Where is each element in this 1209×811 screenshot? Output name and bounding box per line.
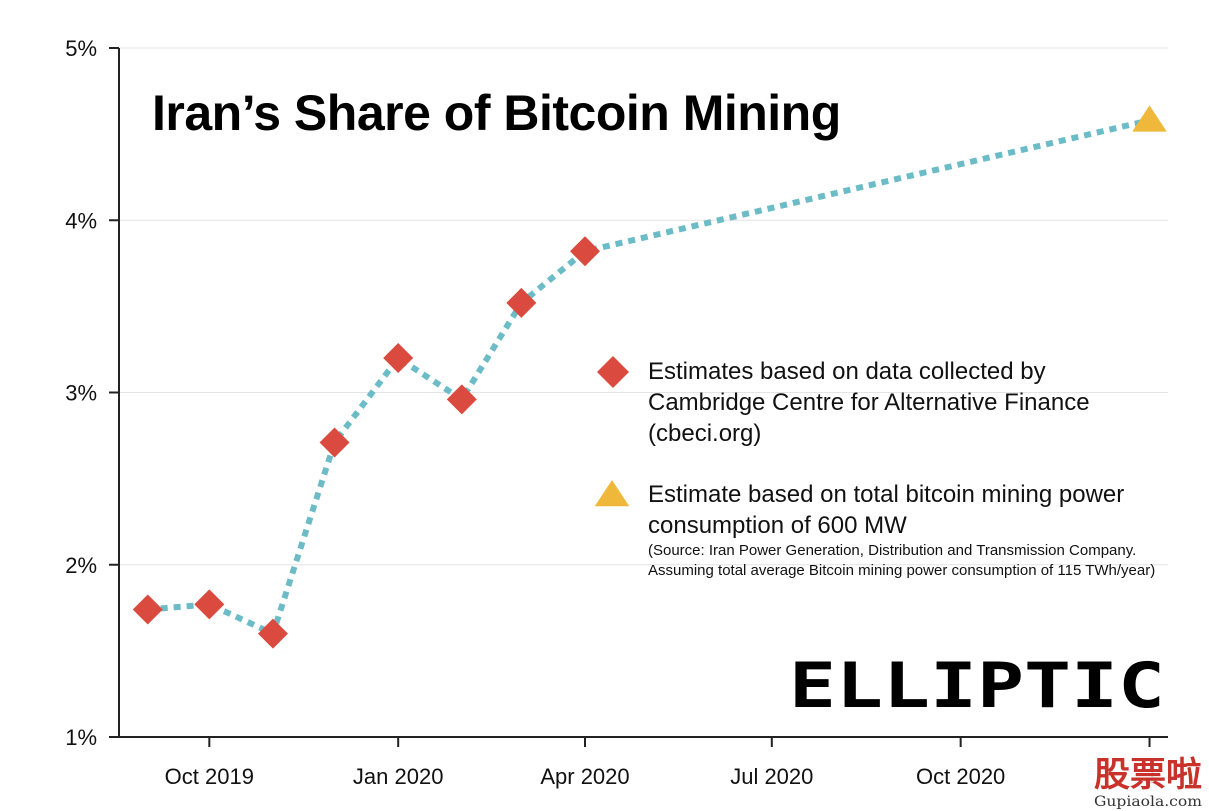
gupiaola-watermark: 股票啦 Gupiaola.com bbox=[1086, 748, 1209, 811]
x-tick-label: Apr 2020 bbox=[540, 764, 629, 789]
x-tick-label: Oct 2020 bbox=[916, 764, 1005, 789]
y-tick-label: 3% bbox=[65, 381, 97, 406]
data-point-diamond bbox=[194, 589, 225, 620]
legend-source-note: (Source: Iran Power Generation, Distribu… bbox=[648, 542, 1156, 579]
y-tick-label: 4% bbox=[65, 208, 97, 233]
x-axis-ticks: Oct 2019 Jan 2020 Apr 2020 Jul 2020 Oct 2020… bbox=[165, 737, 1155, 789]
legend-entry-power-estimate: Estimate based on total bitcoin mining p… bbox=[648, 481, 1125, 539]
legend-marker-triangle bbox=[594, 480, 630, 507]
connector-line bbox=[147, 117, 1151, 637]
watermark-url: Gupiaola.com bbox=[1094, 794, 1202, 810]
y-axis-ticks: 1% 2% 3% 4% 5% bbox=[65, 36, 119, 750]
y-tick-label: 5% bbox=[65, 36, 97, 61]
y-tick-label: 2% bbox=[65, 553, 97, 578]
y-tick-label: 1% bbox=[65, 725, 97, 750]
legend-markers bbox=[594, 356, 630, 507]
data-point-diamond bbox=[319, 427, 350, 458]
legend-entry-cambridge: Estimates based on data collected by Cam… bbox=[648, 358, 1090, 447]
grid-lines bbox=[119, 47, 1168, 566]
elliptic-logo-text: ELLIPTIC bbox=[789, 657, 1165, 713]
data-point-diamond bbox=[383, 343, 414, 374]
x-tick-label: Jan 2020 bbox=[353, 764, 444, 789]
chart-title: Iran’s Share of Bitcoin Mining bbox=[152, 85, 841, 141]
series-connector bbox=[147, 117, 1151, 637]
x-tick-label: Jul 2020 bbox=[730, 764, 813, 789]
legend-marker-diamond bbox=[597, 356, 629, 388]
x-tick-label: Oct 2019 bbox=[165, 764, 254, 789]
data-point-diamond bbox=[506, 287, 537, 318]
data-point-diamond bbox=[569, 236, 600, 267]
data-point-triangle bbox=[1132, 105, 1167, 132]
data-point-diamond bbox=[446, 384, 477, 415]
elliptic-logo: ELLIPTIC bbox=[789, 657, 1165, 713]
data-point-diamond bbox=[132, 594, 163, 625]
series-markers bbox=[132, 105, 1167, 649]
watermark-cjk: 股票啦 bbox=[1094, 755, 1202, 795]
data-point-diamond bbox=[257, 618, 288, 649]
